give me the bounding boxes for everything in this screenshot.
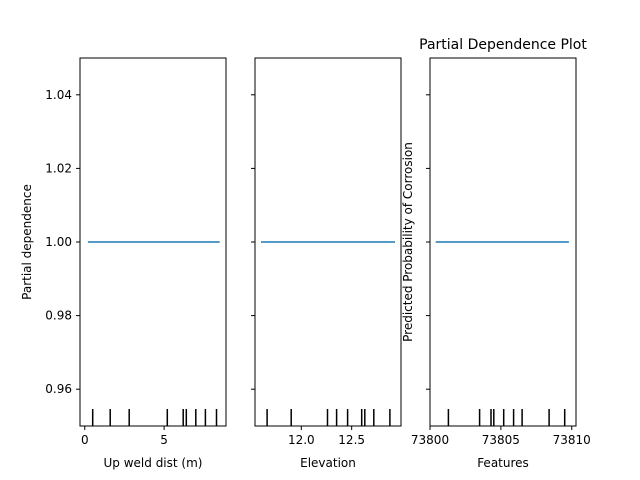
subplot-features: 73800 73805 73810 Features Predicted Proba…	[401, 57, 591, 470]
subplot-1-marks	[87, 241, 220, 426]
x-tick-label-1-2: 5	[160, 433, 168, 447]
subplot-2-y-ticks	[251, 94, 255, 390]
x-tick-label-3-2: 73805	[482, 433, 520, 447]
subplot-3-x-ticks: 73800 73805 73810	[411, 426, 591, 447]
y-tick-label-2: 0.98	[45, 309, 72, 323]
x-tick-label-2-1: 12.0	[288, 433, 315, 447]
subplot-elevation: 12.0 12.5 Elevation	[251, 57, 402, 470]
x-tick-label-1-1: 0	[81, 433, 89, 447]
overlay-y-label: Predicted Probability of Corrosion	[401, 142, 415, 342]
x-tick-label-3-1: 73800	[411, 433, 449, 447]
subplot-2-marks	[261, 241, 395, 426]
subplot-1-y-ticks: 0.96 0.98 1.00 1.02 1.04	[45, 88, 80, 396]
y-tick-label-1: 0.96	[45, 382, 72, 396]
subplot-1-y-label: Partial dependence	[20, 184, 34, 300]
subplot-3-x-label: Features	[477, 456, 529, 470]
y-tick-label-3: 1.00	[45, 235, 72, 249]
subplot-3-marks	[435, 241, 569, 426]
x-tick-label-3-3: 73810	[553, 433, 591, 447]
chart-title: Partial Dependence Plot	[419, 37, 587, 53]
subplot-1-x-label: Up weld dist (m)	[104, 456, 203, 470]
subplot-2-x-label: Elevation	[300, 456, 356, 470]
x-tick-label-2-2: 12.5	[338, 433, 365, 447]
subplot-3-y-ticks	[426, 94, 430, 390]
y-tick-label-4: 1.02	[45, 161, 72, 175]
y-tick-label-5: 1.04	[45, 88, 72, 102]
subplot-2-x-ticks: 12.0 12.5	[288, 426, 365, 447]
